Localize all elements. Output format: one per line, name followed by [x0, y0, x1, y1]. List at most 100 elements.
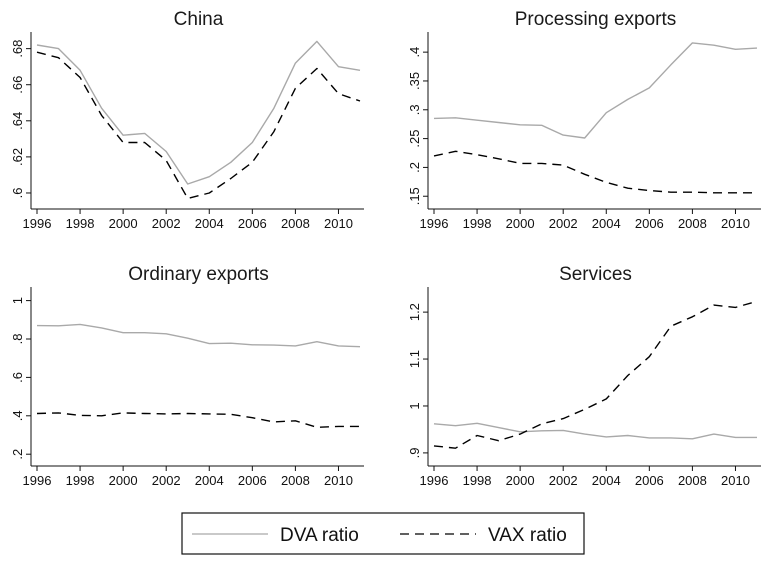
data-point-dva [562, 134, 564, 136]
panel-title: China [174, 9, 224, 30]
data-point-dva [649, 87, 651, 89]
data-point-vax [498, 440, 500, 442]
data-point-vax [252, 162, 254, 164]
x-tick-label: 2008 [678, 473, 707, 488]
panel-title: Services [559, 264, 632, 285]
x-tick-label: 2008 [678, 216, 707, 231]
data-point-dva [338, 345, 340, 347]
x-tick-label: 2006 [635, 216, 664, 231]
data-point-dva [713, 433, 715, 435]
x-tick-label: 2008 [281, 216, 310, 231]
x-tick-label: 2006 [238, 216, 267, 231]
data-point-dva [692, 438, 694, 440]
data-point-vax [208, 192, 210, 194]
data-point-vax [433, 445, 435, 447]
data-point-dva [692, 42, 694, 44]
data-point-dva [627, 99, 629, 101]
data-point-vax [498, 158, 500, 160]
data-point-dva [79, 324, 81, 326]
x-tick-label: 2002 [152, 216, 181, 231]
data-point-vax [692, 316, 694, 318]
data-point-vax [519, 163, 521, 165]
data-point-dva [165, 151, 167, 153]
data-point-dva [252, 344, 254, 346]
y-tick-label: .68 [10, 40, 25, 58]
data-point-dva [144, 133, 146, 135]
data-point-vax [541, 423, 543, 425]
data-point-dva [519, 431, 521, 433]
data-point-vax [165, 160, 167, 162]
data-point-vax [144, 413, 146, 415]
series-line-vax [36, 412, 360, 428]
x-tick-label: 2010 [721, 473, 750, 488]
panel-title: Processing exports [515, 9, 677, 30]
series-line-vax [36, 51, 361, 200]
series-line-dva [36, 40, 361, 185]
data-point-vax [433, 155, 435, 157]
data-point-dva [541, 430, 543, 432]
x-tick-label: 1998 [463, 216, 492, 231]
data-point-vax [101, 115, 103, 117]
data-point-vax [295, 420, 297, 422]
data-point-dva [252, 142, 254, 144]
data-point-vax [476, 435, 478, 437]
data-point-dva [101, 107, 103, 109]
x-tick-label: 2010 [721, 216, 750, 231]
panel-3: Ordinary exports 1996 1998 2000 2002 2004 2006… [10, 264, 364, 488]
data-point-vax [605, 182, 607, 184]
data-point-vax [670, 191, 672, 193]
data-point-dva [433, 118, 435, 120]
data-point-vax [756, 301, 758, 303]
series-line-vax [433, 300, 758, 449]
y-tick-label: 1 [407, 402, 422, 409]
data-point-dva [627, 435, 629, 437]
data-point-dva [187, 337, 189, 339]
legend: DVA ratio VAX ratio [181, 512, 585, 555]
data-point-dva [295, 345, 297, 347]
data-point-dva [273, 107, 275, 109]
x-tick-label: 2004 [592, 473, 621, 488]
y-tick-label: .6 [10, 372, 25, 383]
data-point-vax [735, 307, 737, 309]
x-tick-label: 2000 [109, 473, 138, 488]
data-point-dva [122, 134, 124, 136]
data-point-vax [562, 418, 564, 420]
data-point-dva [359, 346, 361, 348]
panel-1: China 1996 1998 2000 2002 2004 2006 2008 2010 .6.… [10, 9, 364, 231]
y-tick-label: .35 [407, 72, 422, 90]
data-point-dva [519, 124, 521, 126]
data-point-dva [144, 332, 146, 334]
panel-title: Ordinary exports [128, 264, 268, 285]
data-point-vax [338, 426, 340, 428]
data-point-dva [208, 176, 210, 178]
data-point-vax [627, 187, 629, 189]
data-point-vax [122, 412, 124, 414]
data-point-vax [649, 356, 651, 358]
data-point-vax [58, 412, 60, 414]
y-tick-label: .2 [10, 449, 25, 460]
data-point-dva [498, 427, 500, 429]
data-point-dva [541, 125, 543, 127]
series-line-dva [433, 42, 758, 139]
data-point-dva [101, 327, 103, 329]
data-point-dva [79, 69, 81, 71]
x-tick-label: 1996 [420, 216, 449, 231]
data-point-dva [605, 436, 607, 438]
data-point-dva [584, 137, 586, 139]
data-point-dva [433, 423, 435, 425]
data-point-vax [541, 163, 543, 165]
data-point-dva [670, 64, 672, 66]
data-point-vax [79, 77, 81, 79]
x-tick-label: 2002 [549, 216, 578, 231]
x-tick-label: 1998 [66, 216, 95, 231]
data-point-dva [316, 41, 318, 43]
data-point-vax [359, 100, 361, 102]
y-tick-label: .25 [407, 130, 422, 148]
legend-dva-label: DVA ratio [280, 525, 359, 546]
data-point-dva [756, 47, 758, 49]
data-point-vax [316, 427, 318, 429]
data-point-vax [735, 192, 737, 194]
data-point-dva [605, 112, 607, 114]
data-point-dva [670, 437, 672, 439]
series-line-dva [433, 422, 757, 440]
